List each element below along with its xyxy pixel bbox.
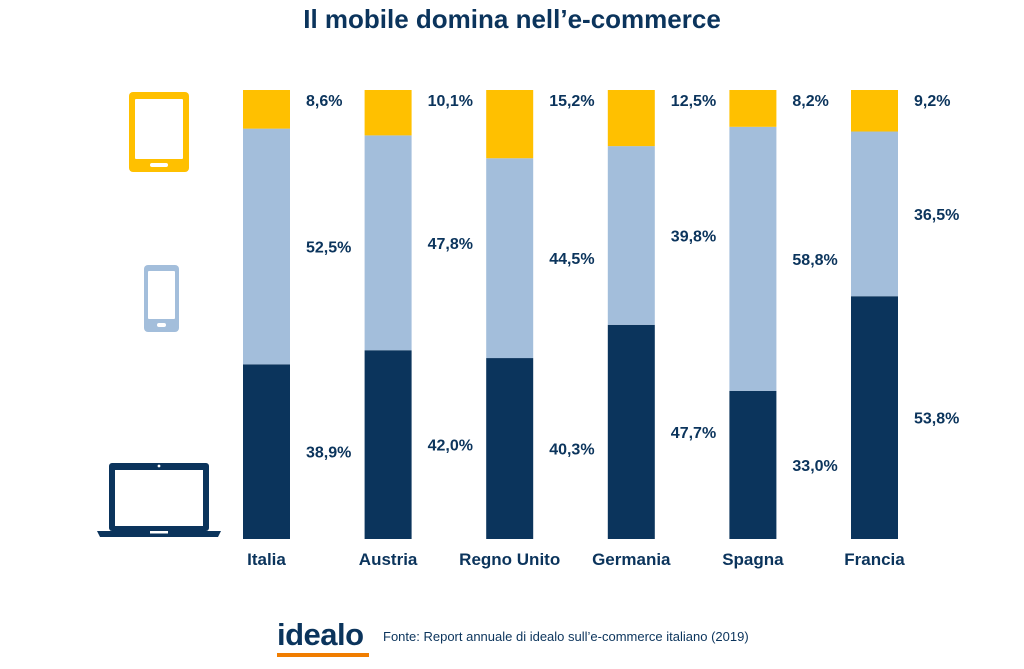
- bar-spagna-series-0: [729, 390, 777, 539]
- bar-germania-series-1: [607, 146, 655, 325]
- labels-group: 38,9% 52,5% 8,6% Italia 42,0% 47,8% 10,1% Austr…: [247, 93, 959, 569]
- value-label: 58,8%: [792, 252, 837, 269]
- laptop-icon: [97, 463, 221, 537]
- category-label: Francia: [844, 550, 905, 569]
- logo-underline: [277, 653, 369, 657]
- value-label: 47,7%: [671, 425, 716, 442]
- value-label: 9,2%: [914, 93, 950, 110]
- value-label: 36,5%: [914, 207, 959, 224]
- chart-title: Il mobile domina nell’e-commerce: [303, 4, 721, 34]
- category-label: Austria: [359, 550, 418, 569]
- bar-austria-series-0: [364, 350, 412, 539]
- value-label: 33,0%: [792, 458, 837, 475]
- footer: idealo Fonte: Report annuale di idealo s…: [277, 618, 877, 658]
- bar-francia-series-2: [851, 90, 898, 132]
- tablet-icon: [129, 92, 189, 172]
- category-label: Regno Unito: [459, 550, 560, 569]
- bar-regno-unito-series-2: [486, 90, 534, 159]
- value-label: 40,3%: [549, 442, 594, 459]
- bar-italia-series-0: [243, 364, 290, 539]
- bar-spagna-series-1: [729, 126, 777, 391]
- idealo-logo: idealo: [277, 617, 364, 652]
- value-label: 47,8%: [428, 236, 473, 253]
- bar-germania-series-0: [607, 324, 655, 539]
- smartphone-icon: [144, 265, 179, 332]
- source-note: Fonte: Report annuale di idealo sull’e-c…: [383, 629, 749, 644]
- value-label: 38,9%: [306, 445, 351, 462]
- bar-francia-series-0: [851, 296, 898, 539]
- value-label: 42,0%: [428, 438, 473, 455]
- value-label: 10,1%: [428, 93, 473, 110]
- bar-austria-series-2: [364, 90, 412, 136]
- bar-regno-unito-series-0: [486, 358, 534, 539]
- value-label: 39,8%: [671, 228, 716, 245]
- bar-germania-series-2: [607, 90, 655, 147]
- category-label: Germania: [592, 550, 671, 569]
- value-label: 15,2%: [549, 93, 594, 110]
- category-label: Italia: [247, 550, 286, 569]
- value-label: 44,5%: [549, 251, 594, 268]
- bar-regno-unito-series-1: [486, 158, 534, 359]
- bar-austria-series-1: [364, 135, 412, 351]
- value-label: 8,2%: [792, 93, 828, 110]
- bars-group: [243, 90, 898, 539]
- bar-italia-series-2: [243, 90, 290, 129]
- value-label: 53,8%: [914, 411, 959, 428]
- category-label: Spagna: [722, 550, 784, 569]
- bar-francia-series-1: [851, 131, 898, 297]
- value-label: 12,5%: [671, 93, 716, 110]
- value-label: 52,5%: [306, 239, 351, 256]
- bar-spagna-series-2: [729, 90, 777, 127]
- value-label: 8,6%: [306, 93, 342, 110]
- bar-italia-series-1: [243, 128, 290, 365]
